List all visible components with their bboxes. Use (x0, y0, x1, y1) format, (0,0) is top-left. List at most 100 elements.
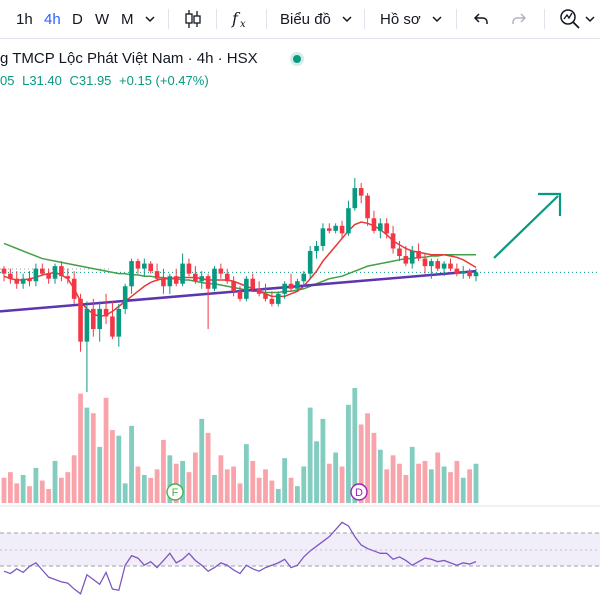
interval-dropdown-chevron-icon[interactable] (144, 0, 156, 38)
volume-bar (186, 472, 192, 503)
change-value: +0.15 (+0.47%) (119, 73, 209, 88)
volume-bar (97, 446, 103, 503)
candle-body (148, 263, 154, 272)
volume-bar (167, 455, 173, 503)
rsi-line (3, 521, 477, 595)
candle-body (409, 251, 415, 264)
candle-body (90, 308, 96, 330)
candle-body (371, 218, 377, 231)
candle-body (14, 278, 20, 284)
candle-body (339, 225, 345, 234)
volume-bar (59, 477, 64, 503)
candle-body (263, 293, 268, 299)
candle-body (20, 278, 26, 284)
candle-body (333, 225, 338, 231)
candle-body (103, 308, 109, 317)
more-chevron-icon[interactable] (584, 0, 596, 38)
volume-bar (141, 474, 147, 503)
profile-menu-label: Hồ sơ (380, 10, 421, 28)
candle-body (314, 245, 319, 252)
interval-d-button[interactable]: D (72, 10, 83, 28)
zoom-search-icon[interactable] (558, 0, 582, 38)
candle-body (448, 263, 453, 269)
candle-body (250, 278, 256, 289)
ohlc-values: 05 L31.40 C31.95 +0.15 (+0.47%) (0, 73, 213, 88)
volume-bar (428, 469, 434, 503)
candle-body (1, 268, 7, 274)
candle-body (231, 281, 236, 292)
volume-bar (473, 463, 479, 503)
candle-body (135, 261, 141, 269)
candle-body (59, 266, 64, 277)
volume-bar (90, 413, 96, 503)
candle-body (52, 266, 58, 279)
volume-bar (46, 488, 52, 503)
volume-bar (65, 472, 71, 503)
interval-4h-button[interactable]: 4h (44, 10, 61, 28)
candle-body (39, 268, 45, 274)
candle-body (358, 188, 364, 196)
candles-chart-type-icon[interactable] (182, 0, 204, 38)
candle-body (78, 298, 83, 342)
volume-bar (358, 424, 364, 503)
volume-bar (346, 404, 351, 503)
volume-bar (339, 466, 345, 503)
toolbar-divider (544, 9, 545, 29)
candle-body (397, 248, 402, 257)
volume-bar (243, 444, 249, 503)
volume-bar (33, 467, 39, 503)
volume-bar (205, 432, 211, 503)
dividend-d-label: D (355, 487, 363, 499)
candle-body (416, 251, 421, 259)
volume-bar (20, 474, 26, 503)
projection-arrow[interactable] (493, 195, 559, 259)
profile-menu-button[interactable]: Hồ sơ (380, 0, 443, 38)
candle-body (460, 271, 466, 274)
volume-bar (103, 397, 109, 503)
volume-bar (397, 463, 402, 503)
chart-menu-label: Biểu đồ (280, 10, 331, 28)
redo-icon[interactable] (510, 0, 528, 38)
volume-bar (154, 469, 160, 503)
volume-bar (448, 472, 453, 503)
symbol-title[interactable]: g TMCP Lộc Phát Việt Nam · 4h · HSX (0, 50, 258, 67)
candle-body (378, 223, 383, 231)
undo-icon[interactable] (472, 0, 490, 38)
volume-bar (326, 463, 332, 503)
candle-body (435, 261, 441, 269)
open-value: 05 (0, 73, 15, 88)
volume-bar (84, 407, 90, 503)
interval-w-button[interactable]: W (95, 10, 110, 28)
volume-bar (237, 483, 243, 503)
indicators-fx-icon[interactable]: f x (230, 0, 252, 38)
candle-body (320, 228, 326, 246)
candle-body (390, 233, 396, 249)
volume-bar (7, 472, 13, 503)
volume-bar (441, 466, 447, 503)
volume-bar (320, 418, 326, 503)
candle-body (275, 293, 281, 304)
toolbar-divider (216, 9, 217, 29)
candle-body (116, 308, 122, 337)
candle-body (8, 273, 13, 279)
candle-body (441, 263, 447, 269)
dividend-d-marker[interactable] (350, 483, 368, 501)
candle-body (161, 278, 166, 287)
candle-body (122, 286, 128, 309)
volume-bar (180, 460, 185, 503)
volume-bar (275, 488, 281, 503)
volume-bar (409, 446, 415, 503)
interval-1h-button[interactable]: 1h (16, 10, 33, 28)
volume-bar (212, 474, 217, 503)
earnings-f-marker[interactable] (166, 483, 184, 501)
volume-bar (307, 407, 313, 503)
volume-bar (403, 474, 409, 503)
chart-menu-button[interactable]: Biểu đồ (280, 0, 353, 38)
volume-bar (352, 388, 358, 503)
volume-bar (135, 466, 141, 503)
interval-m-button[interactable]: M (121, 10, 134, 28)
low-value: L31.40 (22, 73, 62, 88)
volume-bar (435, 452, 441, 503)
candle-body (422, 258, 428, 267)
